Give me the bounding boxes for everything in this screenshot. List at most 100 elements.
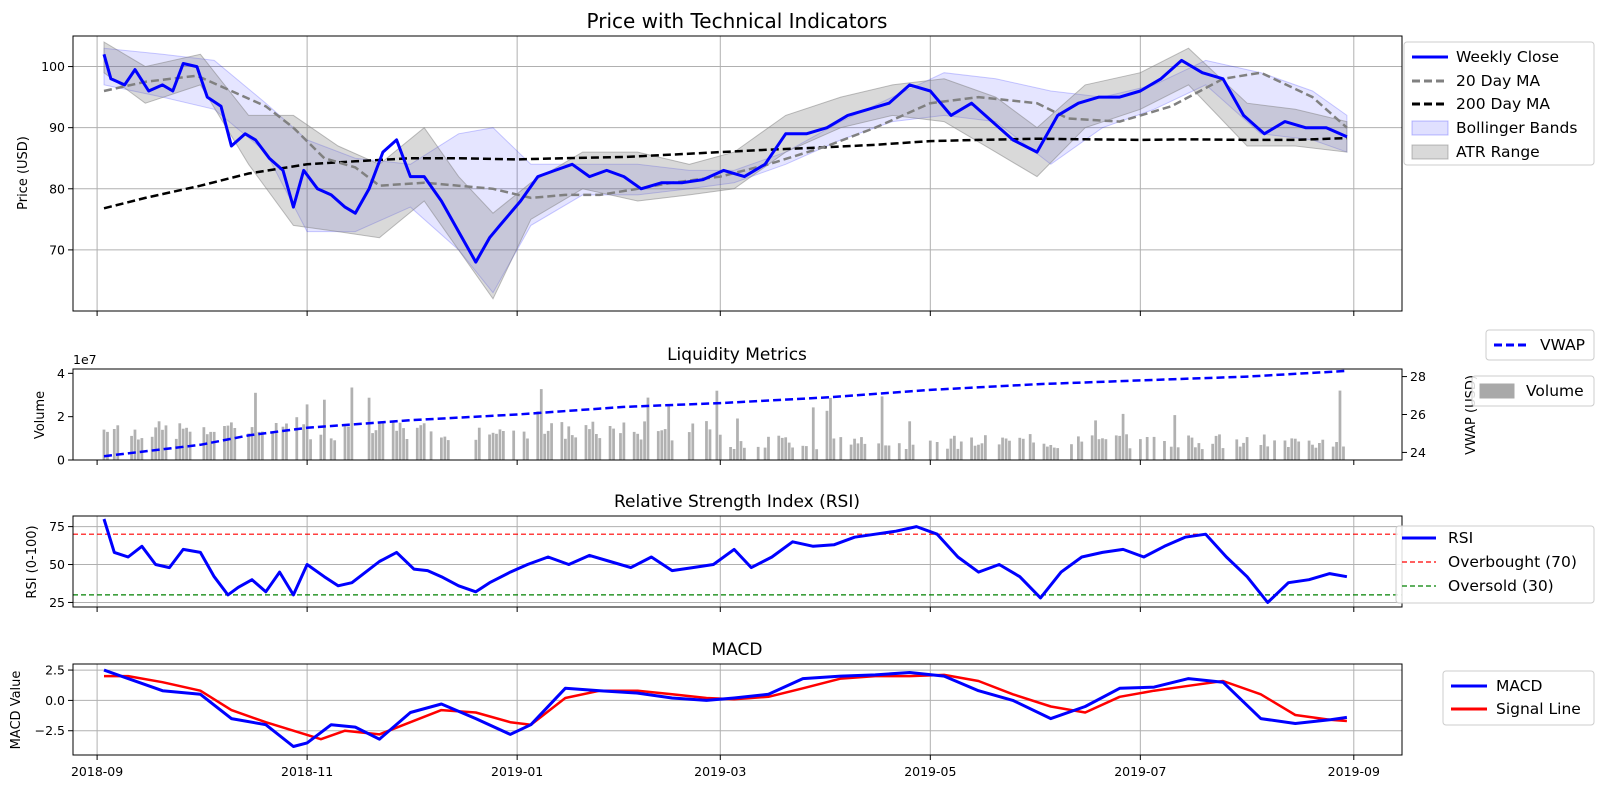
rsi-ytick-label-2: 75 [49, 519, 65, 534]
legend-label-vwap: VWAP [1540, 336, 1585, 354]
volume-bar [512, 430, 516, 460]
volume-bar [137, 439, 140, 460]
volume-bar [643, 421, 646, 460]
volume-bar [261, 431, 264, 460]
volume-bar [161, 429, 164, 460]
volume-y-ticks: 0 2 4 [57, 366, 73, 468]
volume-bar [1238, 446, 1242, 460]
volume-bar [1200, 449, 1204, 460]
volume-bar [780, 437, 784, 460]
price-panel: Price with Technical Indicators 70 80 90 10… [16, 9, 1595, 316]
volume-bar [897, 443, 901, 460]
volume-bar [663, 429, 667, 460]
volume-bar [1056, 448, 1060, 460]
macd-y-ticks: −2.5 0.0 2.5 [35, 663, 73, 738]
volume-bar [1290, 438, 1294, 460]
volume-bar [1080, 441, 1084, 460]
volume-bar [863, 443, 867, 460]
legend-label-weekly-close: Weekly Close [1456, 48, 1559, 66]
weekly-close-line [102, 53, 1348, 264]
volume-bar [1318, 443, 1321, 460]
volume-bar [1190, 437, 1194, 460]
volume-legend: Volume [1471, 375, 1595, 407]
volume-bar [1169, 446, 1173, 460]
legend-label-macd: MACD [1496, 677, 1543, 695]
volume-bar [691, 423, 695, 460]
macd-line [103, 668, 1348, 748]
volume-bar [1121, 413, 1125, 460]
volume-bar [1197, 443, 1201, 460]
rsi-ytick-label-0: 25 [49, 595, 65, 610]
volume-bar [1218, 434, 1221, 460]
volume-bar [157, 421, 161, 460]
price-x-tick-marks [96, 311, 1355, 316]
liquidity-panel-title: Liquidity Metrics [667, 345, 807, 365]
liquidity-ytick-label-1: 2 [57, 409, 65, 424]
liquidity-ytick-label-2: 4 [57, 366, 65, 381]
volume-bar [181, 428, 185, 460]
volume-bar [102, 429, 106, 460]
volume-bar [567, 426, 571, 460]
volume-bar [636, 433, 640, 460]
volume-bar [1259, 445, 1263, 460]
volume-bar [622, 422, 626, 460]
volume-bar [687, 432, 691, 460]
volume-bar [205, 434, 209, 460]
price-legend-box [1403, 41, 1595, 166]
vwap-ytick-label-0: 24 [1410, 445, 1426, 460]
volume-bar [880, 396, 884, 460]
volume-bar [1221, 448, 1225, 460]
volume-bar [1152, 436, 1156, 460]
x-tick-label-1: 2018-11 [281, 764, 333, 779]
volume-bar [1311, 444, 1314, 460]
rsi-ytick-label-1: 50 [49, 557, 65, 572]
volume-bar [811, 407, 815, 460]
volume-bar [178, 423, 182, 460]
legend-label-oversold: Oversold (30) [1448, 577, 1554, 595]
volume-bar [1018, 437, 1022, 460]
volume-bar [598, 438, 602, 460]
volume-bar [230, 422, 233, 460]
x-tick-label-4: 2019-05 [904, 764, 956, 779]
x-tick-label-3: 2019-03 [694, 764, 746, 779]
volume-bar [415, 427, 419, 460]
rsi-y-ticks: 25 50 75 [49, 519, 73, 610]
volume-bar [1077, 436, 1080, 460]
x-tick-label-2: 2019-01 [491, 764, 543, 779]
macd-panel-title: MACD [712, 640, 763, 660]
volume-bar [884, 445, 887, 460]
volume-bar [1235, 439, 1239, 460]
legend-label-bollinger-bands: Bollinger Bands [1456, 119, 1577, 137]
volume-bar [446, 440, 450, 460]
volume-bar [953, 435, 956, 460]
volume-bar [474, 439, 478, 460]
volume-axis-exponent: 1e7 [73, 352, 97, 367]
legend-label-signal-line: Signal Line [1496, 700, 1581, 718]
volume-bar [829, 397, 832, 460]
volume-bar [398, 422, 402, 460]
macd-grid [73, 664, 1402, 755]
volume-bar [632, 431, 636, 460]
volume-bar [1245, 437, 1249, 460]
volume-bar [257, 431, 261, 460]
rsi-lines [73, 518, 1402, 604]
volume-bar [1032, 442, 1035, 460]
volume-bar [732, 449, 736, 460]
volume-bar [1097, 439, 1101, 460]
volume-bar [247, 433, 250, 460]
volume-bar [1070, 444, 1073, 460]
volume-bar [832, 438, 836, 460]
volume-bar [502, 431, 505, 460]
volume-bar [371, 433, 374, 460]
volume-bar [491, 432, 495, 460]
volume-bar [1128, 448, 1132, 460]
vwap-legend: VWAP [1485, 329, 1595, 361]
volume-bar [133, 429, 137, 460]
macd-ytick-label-2: 2.5 [45, 663, 65, 678]
volume-bar [612, 428, 615, 460]
rsi-line [102, 518, 1348, 604]
volume-bar [904, 449, 908, 460]
volume-bar [928, 440, 932, 460]
volume-bar [395, 430, 399, 460]
